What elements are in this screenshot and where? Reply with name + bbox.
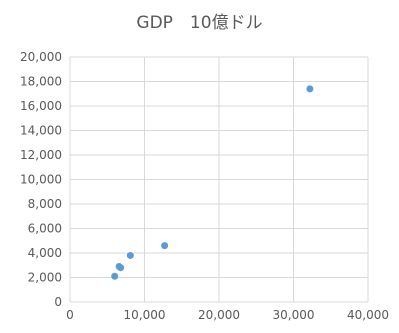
x-tick-label: 20,000 bbox=[198, 308, 240, 322]
y-tick-label: 12,000 bbox=[20, 148, 62, 162]
data-point bbox=[161, 242, 169, 250]
data-point bbox=[117, 264, 125, 272]
y-tick-label: 4,000 bbox=[28, 246, 62, 260]
chart-title: GDP 10億ドル bbox=[136, 13, 263, 33]
y-tick-label: 6,000 bbox=[28, 222, 62, 236]
x-tick-label: 10,000 bbox=[124, 308, 166, 322]
y-tick-label: 20,000 bbox=[20, 50, 62, 64]
y-tick-label: 16,000 bbox=[20, 99, 62, 113]
x-tick-label: 0 bbox=[66, 308, 74, 322]
y-tick-label: 10,000 bbox=[20, 173, 62, 187]
y-tick-label: 2,000 bbox=[28, 271, 62, 285]
y-tick-label: 8,000 bbox=[28, 197, 62, 211]
y-tick-label: 14,000 bbox=[20, 124, 62, 138]
data-point bbox=[111, 272, 119, 280]
data-point bbox=[306, 85, 314, 93]
data-point bbox=[126, 251, 134, 259]
x-tick-label: 30,000 bbox=[273, 308, 315, 322]
y-tick-label: 0 bbox=[54, 295, 62, 309]
y-tick-label: 18,000 bbox=[20, 75, 62, 89]
x-tick-label: 40,000 bbox=[347, 308, 389, 322]
